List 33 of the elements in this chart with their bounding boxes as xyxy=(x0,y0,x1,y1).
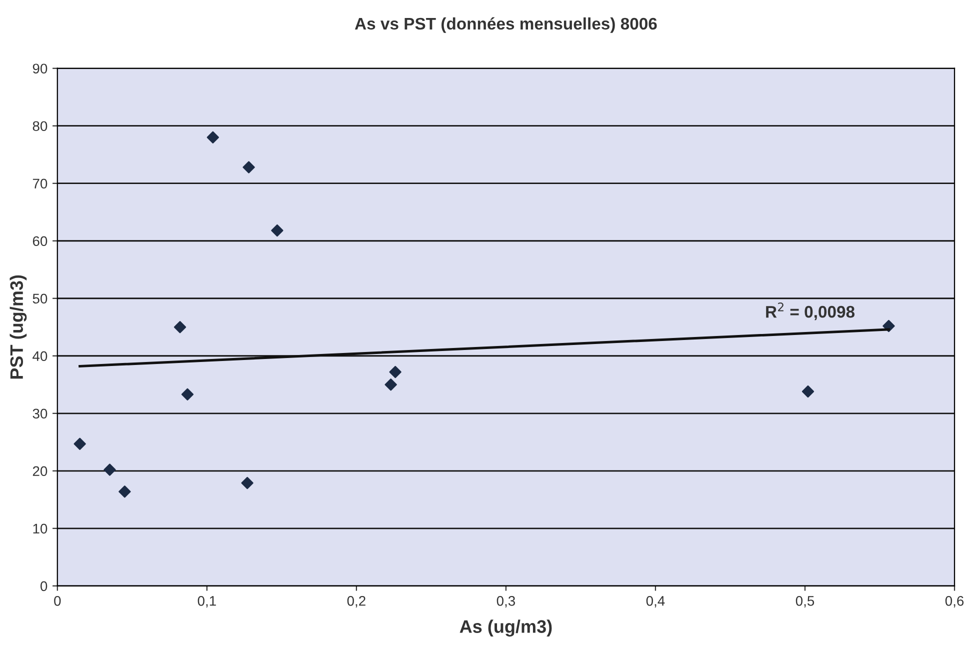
y-tick-label: 60 xyxy=(32,236,48,246)
annotation: R$^{2}$ = 0,0098 xyxy=(766,302,855,320)
y-tick-label: 20 xyxy=(32,466,48,476)
y-tick-label: 50 xyxy=(32,294,48,304)
y-tick-label: 30 xyxy=(32,408,48,419)
x-axis-title: As (ug/m3) xyxy=(460,620,552,637)
point xyxy=(242,161,255,174)
point xyxy=(174,321,186,334)
y-tick-label: 80 xyxy=(32,121,48,132)
y-tick-label: 70 xyxy=(32,178,48,189)
x-tick-label: 0,4 xyxy=(646,596,665,608)
point xyxy=(104,464,116,476)
x-tick-label: 0,6 xyxy=(945,596,964,608)
y-tick-label: 40 xyxy=(32,351,48,362)
x-tick-label: 0,2 xyxy=(347,596,366,608)
x-tick-label: 0,3 xyxy=(496,596,516,608)
point xyxy=(271,224,284,237)
x-tick-label: 0,1 xyxy=(198,596,216,608)
point xyxy=(74,438,86,450)
point xyxy=(118,486,131,498)
point xyxy=(384,378,397,391)
point xyxy=(802,385,814,398)
x-tick-label: 0 xyxy=(54,596,61,606)
y-tick-label: 90 xyxy=(32,64,48,74)
point xyxy=(206,131,219,144)
point xyxy=(389,366,402,378)
x-tick-label: 0,5 xyxy=(796,596,814,608)
y-tick-label: 0 xyxy=(40,581,48,592)
point xyxy=(181,388,194,400)
point xyxy=(241,476,254,490)
y-tick-label: 10 xyxy=(33,524,48,534)
chart-title: As vs PST (données mensuelles) 8006 xyxy=(354,17,657,33)
y-axis-title: PST (ug/m3) xyxy=(10,275,27,379)
